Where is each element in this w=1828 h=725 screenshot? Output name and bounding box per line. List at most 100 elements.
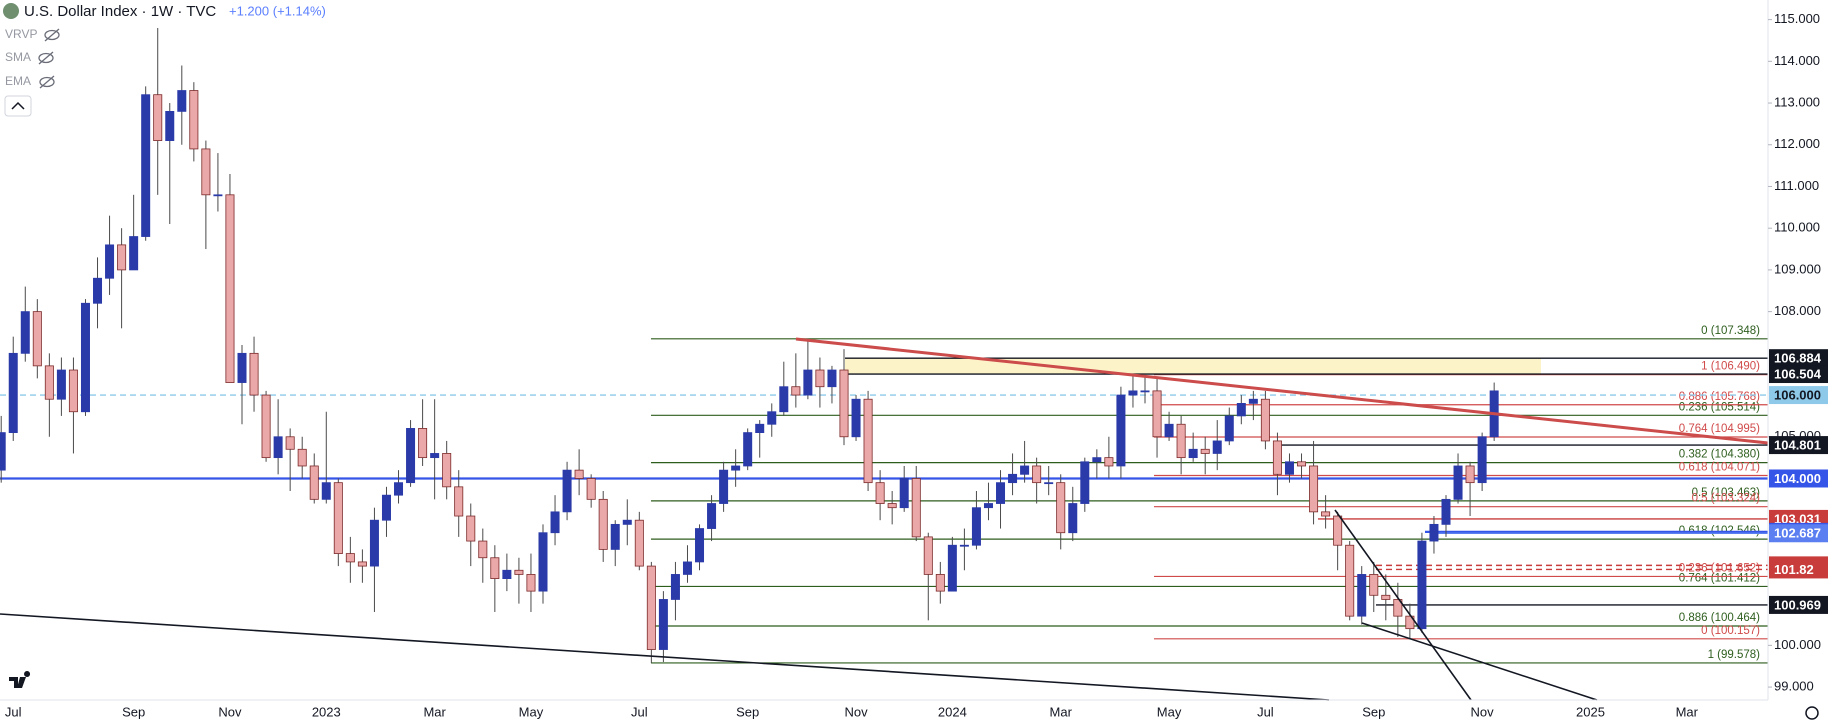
fib-label: 0.764 (104.995): [1679, 423, 1760, 435]
x-tick-label: Mar: [1050, 704, 1073, 719]
price-tag: [1769, 524, 1828, 543]
indicator-name[interactable]: VRVP: [5, 27, 37, 41]
settings-icon[interactable]: [1805, 706, 1819, 720]
candle-body: [1152, 390, 1162, 438]
x-tick-label: Nov: [1471, 704, 1495, 719]
candle-body: [381, 494, 391, 521]
candle-body: [947, 544, 957, 592]
y-tick-label: 115.000: [1774, 11, 1820, 26]
candle-body: [357, 561, 367, 567]
candle-body: [743, 432, 753, 467]
candle-body: [478, 540, 488, 559]
candle-body: [141, 94, 151, 237]
candle-body: [935, 574, 945, 592]
candle-body: [237, 352, 247, 383]
logo: [9, 671, 31, 688]
candle-body: [1236, 402, 1246, 417]
candle-body: [911, 478, 921, 538]
candle-body: [670, 574, 680, 600]
collapse-icon: [11, 101, 25, 110]
candle-body: [646, 565, 656, 650]
x-tick-label: Sep: [122, 704, 145, 719]
candle-body: [682, 561, 692, 575]
candle-body: [1188, 448, 1198, 459]
candle-body: [1477, 436, 1487, 484]
candle-body: [839, 369, 849, 438]
fib-label: 0.5 (103.324): [1692, 493, 1761, 505]
candle-body: [996, 482, 1006, 504]
x-tick-label: Nov: [844, 704, 868, 719]
candle-body: [213, 194, 223, 197]
candle-body: [514, 569, 524, 575]
y-tick-label: 109.000: [1774, 261, 1821, 276]
fib-label: 0.5 (103.463): [1692, 487, 1761, 499]
candle-body: [502, 569, 512, 580]
fib-label: 0 (107.348): [1701, 325, 1760, 337]
candle-body: [0, 432, 6, 471]
collapse-button[interactable]: [4, 95, 32, 117]
price-tag: [1769, 349, 1828, 368]
price-tag-label: 104.000: [1774, 471, 1821, 486]
candle-body: [1369, 574, 1379, 596]
trendline: [0, 613, 1330, 701]
candle-body: [117, 244, 127, 271]
candle-body: [1345, 544, 1355, 617]
fib-label: 0.236 (105.514): [1679, 401, 1760, 413]
candle-body: [586, 478, 596, 500]
candle-body: [249, 352, 259, 396]
candle-body: [1164, 423, 1174, 438]
y-tick-label: 112.000: [1774, 136, 1820, 151]
candle-body: [1297, 461, 1307, 467]
resistance-zone: [845, 358, 1541, 375]
y-tick-label: 108.000: [1774, 303, 1821, 318]
candle-body: [719, 469, 729, 504]
candle-body: [1032, 465, 1042, 484]
fib-label: 1 (106.490): [1701, 361, 1760, 373]
candle-body: [923, 536, 933, 575]
trendline: [1361, 622, 1598, 701]
candle-body: [851, 398, 861, 438]
candle-body: [1260, 398, 1270, 442]
candle-body: [791, 386, 801, 396]
fib-label: 0.618 (104.071): [1679, 462, 1760, 474]
price-tag-label: 106.884: [1774, 351, 1822, 366]
price-tag-label: 106.504: [1774, 366, 1822, 381]
candle-body: [1272, 440, 1282, 475]
y-tick-label: 99.000: [1774, 679, 1814, 694]
indicator-name[interactable]: SMA: [5, 50, 31, 64]
candle-body: [1104, 457, 1114, 467]
candle-body: [297, 448, 307, 467]
candle-body: [1309, 465, 1319, 513]
candle-body: [1284, 461, 1294, 475]
candle-body: [983, 503, 993, 509]
x-tick-label: May: [1157, 704, 1182, 719]
candle-body: [177, 90, 187, 112]
candle-body: [1429, 523, 1439, 542]
candle-body: [430, 453, 440, 459]
x-tick-label: Jul: [631, 704, 648, 719]
price-tag: [1769, 386, 1828, 405]
candle-body: [1068, 503, 1078, 534]
indicator-name[interactable]: EMA: [5, 74, 31, 88]
candle-body: [1212, 440, 1222, 454]
candle-body: [1393, 599, 1403, 617]
trendline: [1334, 509, 1472, 701]
price-tag: [1769, 436, 1828, 455]
price-tag-label: 102.687: [1774, 526, 1821, 541]
candle-body: [321, 482, 331, 500]
candle-body: [803, 369, 813, 396]
candle-body: [56, 369, 66, 400]
candle-body: [610, 523, 620, 550]
candle-body: [153, 94, 163, 141]
candle-body: [1465, 465, 1475, 484]
candle-body: [1381, 594, 1391, 600]
y-tick-label: 113.000: [1774, 94, 1820, 109]
trendline: [795, 337, 1769, 445]
price-tag: [1769, 595, 1828, 614]
candle-body: [1357, 574, 1367, 617]
candle-body: [32, 311, 42, 367]
candle-body: [899, 478, 909, 509]
candle-body: [201, 148, 211, 196]
candle-body: [634, 519, 644, 567]
